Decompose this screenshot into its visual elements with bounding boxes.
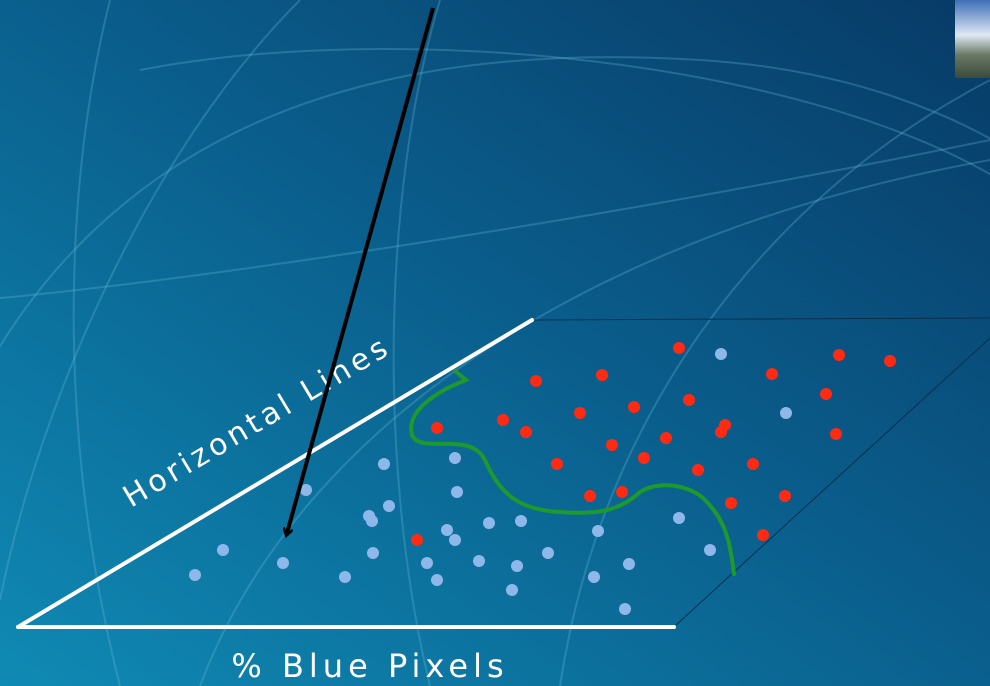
red-dot [551, 458, 563, 470]
red-dot [530, 375, 542, 387]
red-dot [683, 394, 695, 406]
blue-dot [383, 500, 395, 512]
blue-dot [780, 407, 792, 419]
blue-dot [441, 524, 453, 536]
blue-dot [367, 547, 379, 559]
blue-dot [451, 486, 463, 498]
blue-dot [623, 558, 635, 570]
dots [189, 342, 896, 615]
red-dot [820, 388, 832, 400]
red-dot [660, 432, 672, 444]
blue-dot [378, 458, 390, 470]
blue-dot [189, 569, 201, 581]
red-dot [757, 529, 769, 541]
red-dot [606, 439, 618, 451]
red-dot [616, 486, 628, 498]
x-axis-label: % Blue Pixels [231, 647, 508, 685]
blue-dot [515, 515, 527, 527]
red-dot [715, 426, 727, 438]
red-dot [497, 414, 509, 426]
red-dot [638, 452, 650, 464]
red-dot [673, 342, 685, 354]
blue-dot [592, 525, 604, 537]
y-axis [16, 318, 534, 629]
blue-dot [704, 544, 716, 556]
blue-dot [483, 517, 495, 529]
arrow [287, 7, 435, 533]
red-dot [520, 426, 532, 438]
red-dot [830, 428, 842, 440]
blue-dot [473, 555, 485, 567]
blue-dot [431, 574, 443, 586]
blue-dot [421, 557, 433, 569]
blue-dot [277, 557, 289, 569]
blue-dot [511, 560, 523, 572]
thumbnail-image [955, 0, 990, 78]
red-dot [596, 369, 608, 381]
axes [16, 318, 676, 629]
red-dot [833, 349, 845, 361]
red-dot [692, 464, 704, 476]
blue-dot [217, 544, 229, 556]
blue-dot [619, 603, 631, 615]
red-dot [766, 368, 778, 380]
red-dot [411, 534, 423, 546]
blue-dot [449, 534, 461, 546]
red-dot [779, 490, 791, 502]
blue-dot [449, 452, 461, 464]
blue-dot [339, 571, 351, 583]
red-dot [628, 401, 640, 413]
blue-dot [673, 512, 685, 524]
blue-dot [542, 547, 554, 559]
blue-dot [366, 515, 378, 527]
red-dot [884, 355, 896, 367]
blue-dot [715, 348, 727, 360]
red-dot [431, 422, 443, 434]
decision-boundary [409, 369, 736, 576]
red-dot [584, 490, 596, 502]
blue-dot [300, 484, 312, 496]
red-dot [574, 407, 586, 419]
red-dot [747, 458, 759, 470]
blue-dot [588, 571, 600, 583]
blue-dot [506, 584, 518, 596]
red-dot [725, 497, 737, 509]
perspective-lines [531, 317, 990, 626]
